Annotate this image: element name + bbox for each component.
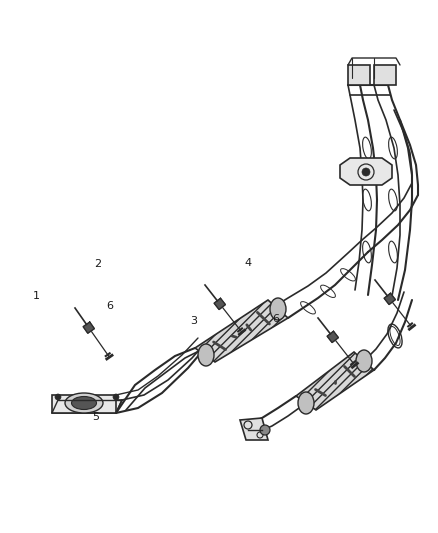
Polygon shape bbox=[296, 352, 374, 410]
Polygon shape bbox=[240, 418, 268, 440]
Polygon shape bbox=[214, 298, 226, 310]
Polygon shape bbox=[195, 300, 288, 362]
Text: 6: 6 bbox=[106, 301, 113, 311]
Polygon shape bbox=[340, 158, 392, 185]
Circle shape bbox=[260, 425, 270, 435]
Polygon shape bbox=[52, 395, 116, 413]
Polygon shape bbox=[384, 293, 396, 304]
Text: 3: 3 bbox=[191, 316, 198, 326]
Circle shape bbox=[113, 394, 119, 400]
Circle shape bbox=[362, 168, 370, 176]
Text: 6: 6 bbox=[272, 314, 279, 324]
Text: 4: 4 bbox=[244, 259, 251, 268]
Polygon shape bbox=[374, 65, 396, 85]
Polygon shape bbox=[348, 65, 370, 85]
Polygon shape bbox=[52, 400, 122, 413]
Text: 1: 1 bbox=[33, 291, 40, 301]
Ellipse shape bbox=[270, 298, 286, 320]
Ellipse shape bbox=[356, 350, 372, 372]
Ellipse shape bbox=[198, 344, 214, 366]
Circle shape bbox=[55, 394, 61, 400]
Polygon shape bbox=[327, 332, 339, 343]
Text: 2: 2 bbox=[94, 259, 101, 269]
Text: 5: 5 bbox=[92, 413, 99, 422]
Polygon shape bbox=[83, 322, 94, 333]
Ellipse shape bbox=[71, 397, 96, 409]
Ellipse shape bbox=[298, 392, 314, 414]
Ellipse shape bbox=[65, 393, 103, 413]
